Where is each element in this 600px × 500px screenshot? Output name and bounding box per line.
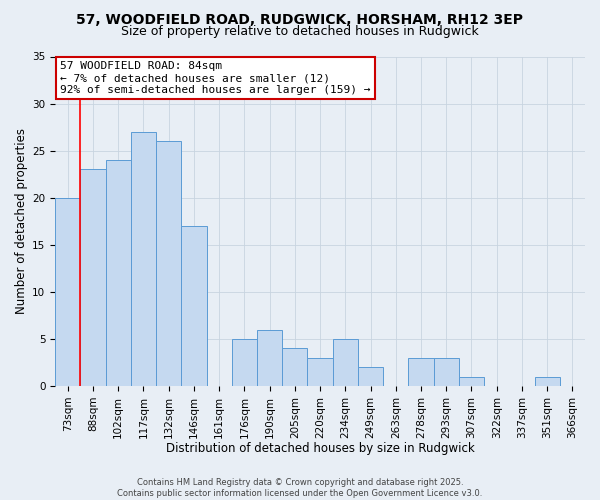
Bar (156, 141, 181, 386)
Bar (257, 330, 282, 386)
Y-axis label: Number of detached properties: Number of detached properties (15, 128, 28, 314)
Bar (282, 348, 307, 386)
Text: Contains HM Land Registry data © Crown copyright and database right 2025.
Contai: Contains HM Land Registry data © Crown c… (118, 478, 482, 498)
Bar (55, 198, 80, 386)
Text: 57, WOODFIELD ROAD, RUDGWICK, HORSHAM, RH12 3EP: 57, WOODFIELD ROAD, RUDGWICK, HORSHAM, R… (77, 12, 523, 26)
Bar (106, 160, 131, 386)
Bar (131, 132, 156, 386)
Bar (332, 339, 358, 386)
Bar (409, 358, 434, 386)
Bar (434, 358, 459, 386)
X-axis label: Distribution of detached houses by size in Rudgwick: Distribution of detached houses by size … (166, 442, 475, 455)
Bar (181, 226, 206, 386)
Text: Size of property relative to detached houses in Rudgwick: Size of property relative to detached ho… (121, 25, 479, 38)
Bar (307, 358, 332, 386)
Bar (232, 339, 257, 386)
Bar (358, 367, 383, 386)
Text: 57 WOODFIELD ROAD: 84sqm
← 7% of detached houses are smaller (12)
92% of semi-de: 57 WOODFIELD ROAD: 84sqm ← 7% of detache… (61, 62, 371, 94)
Bar (535, 376, 560, 386)
Bar (459, 376, 484, 386)
Bar (80, 170, 106, 386)
